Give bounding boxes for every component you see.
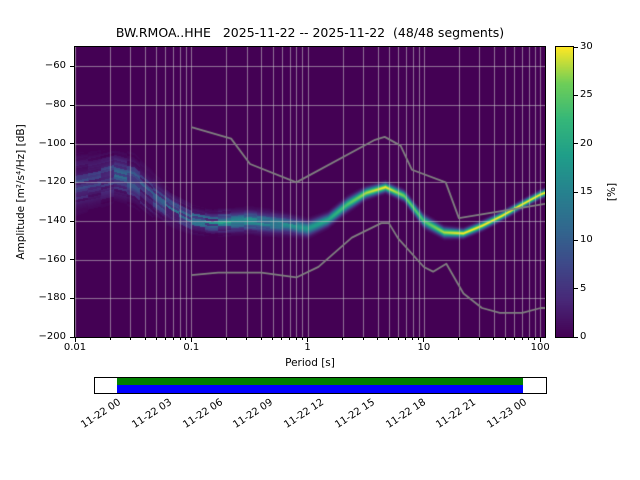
x-minor-tick-mark: [478, 338, 480, 340]
colorbar-tick-mark: [574, 239, 578, 241]
x-minor-tick-mark: [534, 338, 536, 340]
x-tick-mark: [423, 338, 425, 342]
x-tick-mark: [307, 338, 309, 342]
x-tick-label: 10: [417, 342, 431, 353]
y-tick-label: −60: [44, 60, 66, 72]
x-minor-tick-mark: [521, 338, 523, 340]
x-tick-mark: [74, 338, 76, 342]
x-axis-label: Period [s]: [285, 357, 335, 369]
x-tick-label: 1: [304, 342, 311, 353]
colorbar-tick-mark: [574, 191, 578, 193]
y-tick-mark: [70, 181, 74, 183]
colorbar-tick-label: 15: [580, 186, 593, 197]
x-minor-tick-mark: [513, 338, 515, 340]
x-minor-tick-mark: [342, 338, 344, 340]
ppsd-heatmap: [75, 47, 545, 337]
y-tick-label: −80: [44, 99, 66, 110]
x-minor-tick-mark: [179, 338, 181, 340]
coverage-data-fill: [117, 385, 523, 393]
colorbar-tick-label: 10: [580, 234, 593, 246]
x-minor-tick-mark: [281, 338, 283, 340]
x-minor-tick-mark: [504, 338, 506, 340]
y-tick-label: −140: [38, 215, 66, 226]
coverage-bar: [94, 377, 547, 394]
colorbar-tick-label: 30: [580, 41, 593, 52]
x-minor-tick-mark: [246, 338, 248, 340]
x-minor-tick-mark: [164, 338, 166, 340]
x-minor-tick-mark: [155, 338, 157, 340]
x-minor-tick-mark: [289, 338, 291, 340]
x-minor-tick-mark: [129, 338, 131, 340]
colorbar-tick-label: 0: [580, 331, 587, 342]
colorbar-tick-label: 25: [580, 89, 593, 101]
x-minor-tick-mark: [377, 338, 379, 340]
y-tick-mark: [70, 143, 74, 145]
y-tick-mark: [70, 259, 74, 261]
y-tick-mark: [70, 297, 74, 299]
x-minor-tick-mark: [295, 338, 297, 340]
x-minor-tick-mark: [388, 338, 390, 340]
y-tick-mark: [70, 104, 74, 106]
x-minor-tick-mark: [225, 338, 227, 340]
x-minor-tick-mark: [405, 338, 407, 340]
y-tick-mark: [70, 336, 74, 338]
y-tick-label: −100: [38, 137, 66, 149]
x-minor-tick-mark: [185, 338, 187, 340]
x-minor-tick-mark: [260, 338, 262, 340]
y-tick-label: −160: [38, 253, 66, 265]
x-tick-label: 0.01: [63, 342, 87, 353]
x-minor-tick-mark: [528, 338, 530, 340]
x-minor-tick-mark: [397, 338, 399, 340]
colorbar-tick-label: 5: [580, 282, 587, 294]
x-minor-tick-mark: [109, 338, 111, 340]
x-tick-label: 100: [530, 342, 550, 353]
x-tick-mark: [190, 338, 192, 342]
x-minor-tick-mark: [272, 338, 274, 340]
colorbar-tick-label: 20: [580, 137, 593, 149]
colorbar-tick-mark: [574, 94, 578, 96]
colorbar-gradient: [556, 47, 573, 337]
y-tick-label: −120: [38, 176, 66, 188]
colorbar-tick-mark: [574, 46, 578, 48]
y-tick-mark: [70, 220, 74, 222]
x-minor-tick-mark: [301, 338, 303, 340]
y-tick-mark: [70, 65, 74, 67]
colorbar-tick-mark: [574, 336, 578, 338]
y-tick-label: −180: [38, 292, 66, 304]
x-tick-label: 0.1: [183, 342, 200, 353]
x-minor-tick-mark: [172, 338, 174, 340]
x-tick-mark: [539, 338, 541, 342]
x-minor-tick-mark: [412, 338, 414, 340]
x-minor-tick-mark: [418, 338, 420, 340]
x-minor-tick-mark: [493, 338, 495, 340]
plot-title: BW.RMOA..HHE 2025-11-22 -- 2025-11-22 (4…: [115, 25, 505, 40]
x-minor-tick-mark: [144, 338, 146, 340]
coverage-segments-fill: [117, 378, 523, 386]
y-tick-label: −200: [38, 331, 66, 342]
colorbar-tick-mark: [574, 288, 578, 290]
x-minor-tick-mark: [362, 338, 364, 340]
x-minor-tick-mark: [458, 338, 460, 340]
colorbar-tick-mark: [574, 143, 578, 145]
